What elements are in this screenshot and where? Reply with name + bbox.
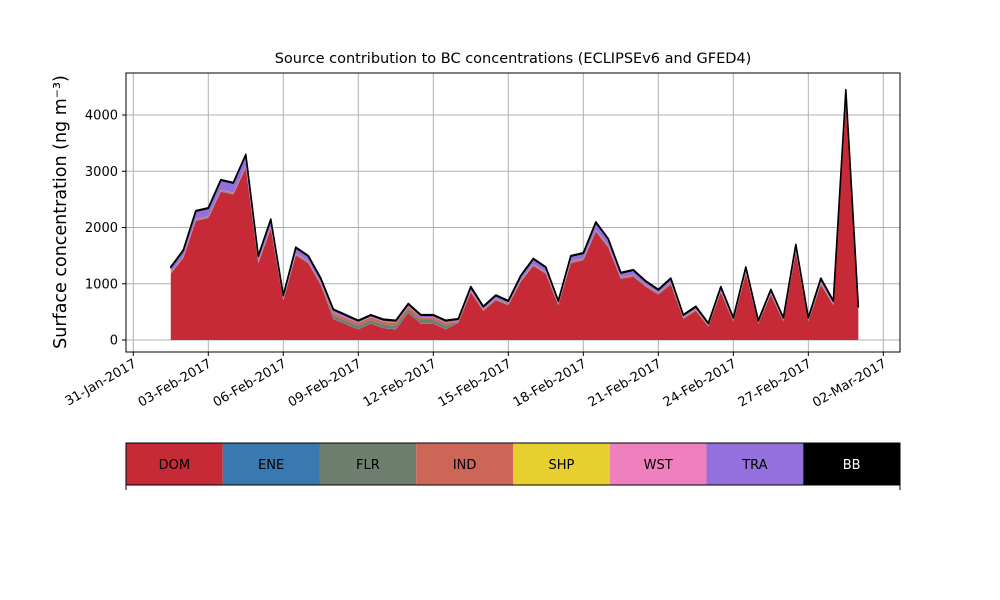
legend-label: TRA bbox=[741, 458, 767, 473]
x-tick-label: 18-Feb-2017 bbox=[511, 356, 590, 410]
x-tick-label: 24-Feb-2017 bbox=[661, 356, 740, 410]
legend-label: FLR bbox=[356, 458, 380, 473]
legend-swatch bbox=[222, 443, 320, 485]
x-tick-label: 09-Feb-2017 bbox=[286, 356, 365, 410]
legend-swatch bbox=[803, 443, 900, 485]
x-tick-label: 31-Jan-2017 bbox=[63, 356, 140, 409]
y-tick-label: 2000 bbox=[85, 221, 118, 236]
x-tick-label: 12-Feb-2017 bbox=[361, 356, 440, 410]
x-tick-label: 06-Feb-2017 bbox=[211, 356, 290, 410]
legend-swatch bbox=[416, 443, 513, 485]
area bbox=[169, 88, 860, 325]
y-tick-label: 0 bbox=[110, 334, 118, 349]
legend-label: BB bbox=[843, 458, 861, 473]
x-tick-label: 21-Feb-2017 bbox=[586, 356, 665, 410]
legend-swatch bbox=[513, 443, 610, 485]
chart-title: Source contribution to BC concentrations… bbox=[275, 51, 752, 67]
y-tick-label: 1000 bbox=[85, 277, 118, 292]
x-tick-label: 15-Feb-2017 bbox=[436, 356, 515, 410]
plot-frame bbox=[125, 72, 901, 353]
legend-swatch bbox=[706, 443, 804, 485]
legend-label: SHP bbox=[548, 458, 574, 473]
x-tick-label: 03-Feb-2017 bbox=[136, 356, 215, 410]
x-tick-label: 27-Feb-2017 bbox=[736, 356, 815, 410]
legend-swatch bbox=[319, 443, 417, 485]
legend-frame bbox=[125, 442, 901, 486]
legend-label: IND bbox=[453, 458, 477, 473]
legend-label: ENE bbox=[258, 458, 284, 473]
legend-swatch bbox=[609, 443, 707, 485]
area bbox=[170, 103, 859, 341]
legend-label: DOM bbox=[159, 458, 190, 473]
y-axis-label: Surface concentration (ng m⁻³) bbox=[51, 75, 71, 349]
y-tick-label: 4000 bbox=[85, 109, 118, 124]
y-tick-label: 3000 bbox=[85, 165, 118, 180]
legend-label: WST bbox=[644, 458, 673, 473]
x-tick-label: 02-Mar-2017 bbox=[810, 356, 889, 410]
legend-swatch bbox=[126, 443, 223, 485]
